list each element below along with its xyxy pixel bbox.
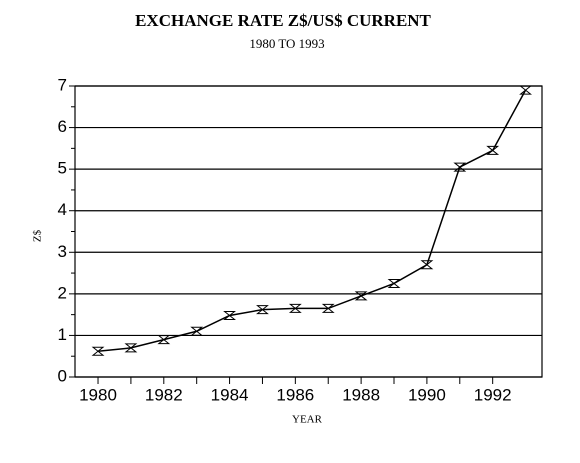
- chart-subtitle: 1980 TO 1993: [249, 36, 324, 51]
- x-tick-label: 1984: [211, 385, 249, 404]
- marker: [124, 343, 138, 353]
- y-tick-label: 5: [58, 159, 67, 178]
- x-axis-label: YEAR: [292, 414, 323, 426]
- marker: [91, 346, 105, 356]
- marker: [387, 278, 401, 288]
- x-tick-label: 1990: [408, 385, 446, 404]
- x-tick-label: 1986: [276, 385, 314, 404]
- x-tick-label: 1980: [79, 385, 117, 404]
- chart-title: EXCHANGE RATE Z$/US$ CURRENT: [135, 11, 431, 30]
- plot-frame: [74, 85, 543, 378]
- y-tick-label: 6: [58, 117, 67, 136]
- marker: [420, 260, 434, 270]
- marker: [354, 291, 368, 301]
- marker: [453, 162, 467, 172]
- marker: [256, 305, 269, 315]
- y-tick-label: 3: [58, 242, 67, 261]
- marker: [223, 310, 236, 320]
- x-tick-label: 1982: [145, 385, 183, 404]
- y-tick-label: 4: [58, 200, 67, 219]
- marker: [519, 85, 532, 95]
- y-tick-label: 0: [58, 366, 67, 385]
- marker: [486, 145, 500, 155]
- x-tick-label: 1992: [474, 385, 512, 404]
- y-axis-label: Z$: [32, 229, 44, 242]
- y-tick-label: 7: [58, 75, 67, 94]
- y-tick-label: 1: [58, 325, 67, 344]
- marker: [288, 303, 302, 313]
- marker: [157, 335, 171, 345]
- line: [97, 89, 527, 352]
- marker: [321, 303, 335, 313]
- marker: [190, 326, 204, 336]
- x-tick-label: 1988: [342, 385, 380, 404]
- y-tick-label: 2: [58, 283, 67, 302]
